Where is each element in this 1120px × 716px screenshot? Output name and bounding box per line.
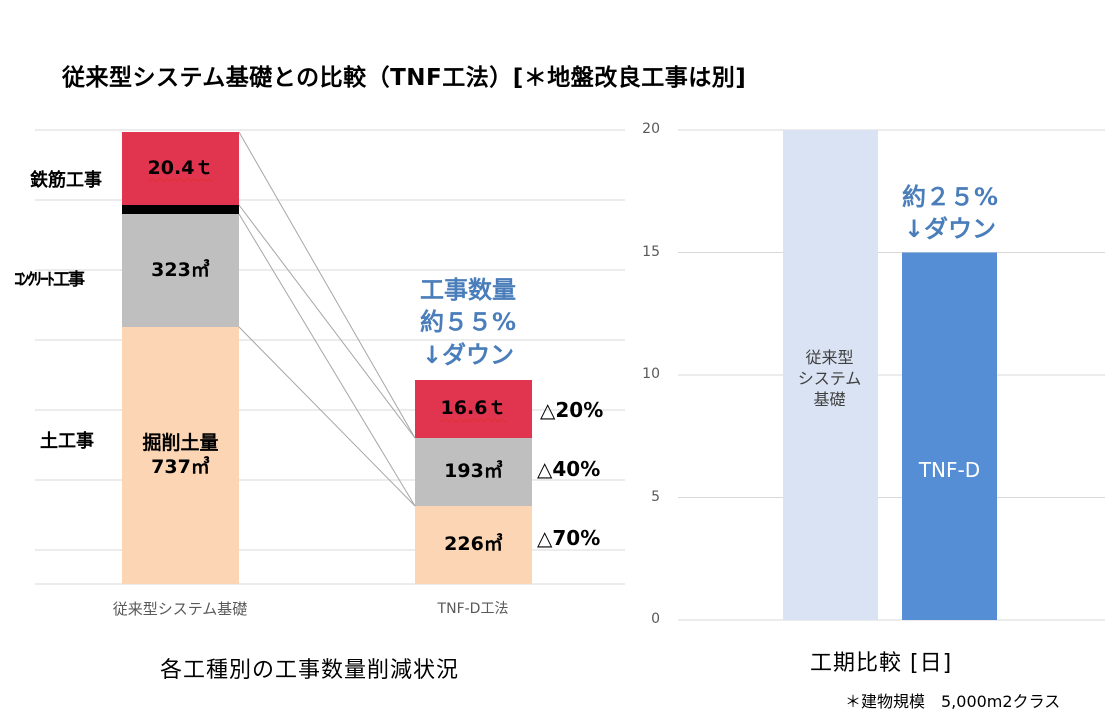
reduction-earth: △70% — [537, 526, 601, 550]
conventional-earth-label: 掘削土量 — [142, 431, 219, 454]
reduction-concrete: △40% — [537, 457, 601, 481]
y-tick-label: 5 — [651, 488, 660, 505]
right-callout-line-2: ↓ダウン — [903, 215, 997, 244]
connector-line-separator-bottom — [238, 213, 416, 507]
left-callout: 工事数量 約５５% ↓ダウン — [398, 274, 538, 371]
left-callout-line-3: ↓ダウン — [421, 340, 515, 369]
tnf-earth-segment: 226㎥ — [415, 506, 532, 584]
x-label-conventional: 従来型システム基礎 — [112, 600, 248, 618]
tnf-bar-label: TNF-D — [918, 458, 981, 482]
building-scale-note: ＊建物規模 5,000m2クラス — [845, 692, 1061, 711]
conventional-bar-label-line-3: 基礎 — [813, 389, 846, 409]
conventional-concrete-value: 323㎥ — [151, 258, 210, 281]
conventional-rebar-value: 20.4ｔ — [147, 156, 214, 179]
tnf-duration-bar — [902, 252, 997, 620]
left-subtitle: 各工種別の工事数量削減状況 — [160, 658, 460, 683]
connector-line-separator-top — [238, 204, 416, 439]
left-chart: 20.4ｔ 323㎥ 掘削土量 737㎥ 16.6ｔ 193㎥ 226㎥ 鉄筋工… — [14, 129, 625, 683]
connector-line-earth-top — [238, 326, 416, 507]
y-tick-label: 10 — [642, 366, 660, 382]
conventional-bar-label-line-2: システム — [797, 368, 862, 388]
reduction-rebar: △20% — [540, 398, 604, 422]
connector-lines — [238, 131, 416, 507]
right-plot-area — [678, 129, 1105, 621]
left-callout-line-2: 約５５% — [419, 308, 517, 337]
left-callout-line-1: 工事数量 — [420, 276, 516, 304]
x-label-tnf: TNF-D工法 — [437, 601, 509, 617]
conventional-bar-label: 従来型 システム 基礎 — [782, 348, 877, 410]
conventional-bar-label-line-1: 従来型 — [805, 348, 854, 367]
right-callout-line-1: 約２５% — [901, 183, 999, 211]
conventional-duration-bar — [783, 130, 878, 620]
row-label-concrete: ｺﾝｸﾘｰﾄ工事 — [14, 270, 85, 290]
chart-title: 従来型システム基礎との比較（TNF工法）[＊地盤改良工事は別] — [62, 65, 747, 91]
row-label-rebar: 鉄筋工事 — [30, 170, 102, 191]
conventional-rebar-segment: 20.4ｔ — [122, 132, 239, 205]
conventional-earth-value: 737㎥ — [151, 455, 210, 478]
connector-line-top — [238, 131, 416, 439]
conventional-concrete-segment: 323㎥ — [122, 214, 239, 327]
right-subtitle: 工期比較 [日] — [810, 651, 953, 676]
y-tick-label: 20 — [642, 121, 660, 137]
row-label-earthwork: 土工事 — [40, 431, 94, 452]
tnf-rebar-segment: 16.6ｔ — [415, 380, 532, 438]
tnf-earth-value: 226㎥ — [444, 533, 503, 556]
y-tick-label: 0 — [651, 611, 660, 627]
tnf-concrete-segment: 193㎥ — [415, 438, 532, 506]
y-tick-label: 15 — [642, 243, 660, 260]
tnf-rebar-value: 16.6ｔ — [440, 397, 507, 420]
conventional-separator-segment — [122, 205, 239, 214]
right-chart: 0 5 10 15 20 従来型 システム 基礎 TNF-D 約２５% ↓ダウン 工期比… — [630, 0, 1120, 716]
tnf-concrete-value: 193㎥ — [444, 460, 503, 483]
conventional-earth-segment: 掘削土量 737㎥ — [122, 327, 239, 584]
right-callout: 約２５% ↓ダウン — [880, 181, 1020, 246]
